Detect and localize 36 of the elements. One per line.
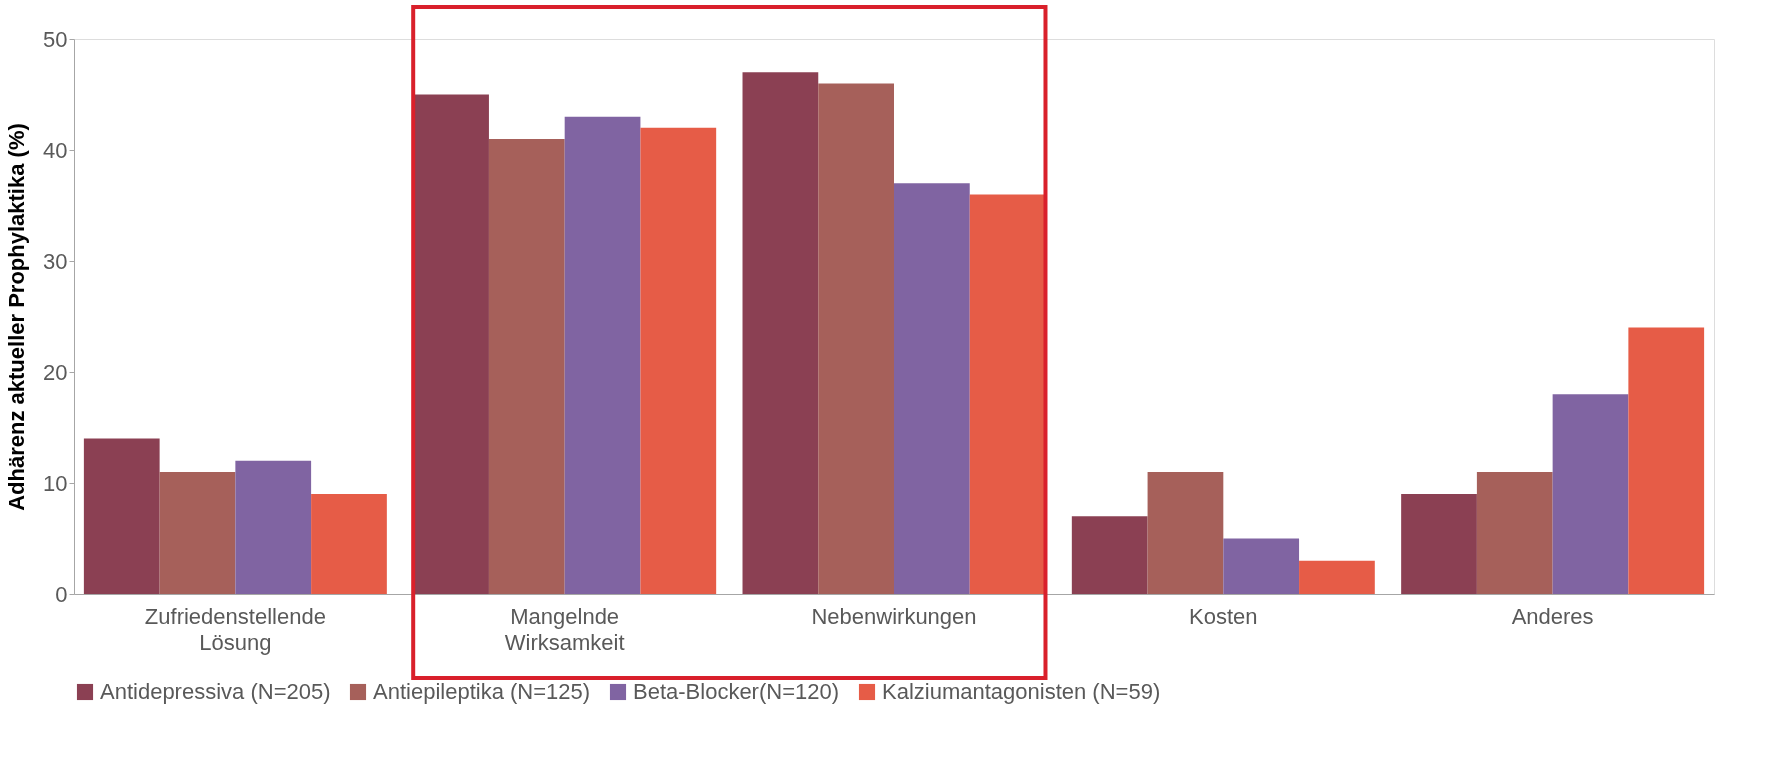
y-tick-label: 0 — [55, 581, 68, 607]
y-tick-label: 40 — [43, 137, 68, 163]
legend-label: Kalziumantagonisten (N=59) — [882, 679, 1161, 704]
y-tick-label: 10 — [43, 470, 68, 496]
bar — [1552, 394, 1629, 594]
bar — [1299, 560, 1375, 594]
bar — [818, 83, 894, 594]
x-tick-label: Anderes — [1511, 603, 1594, 629]
bar — [413, 94, 489, 594]
legend-label: Antiepileptika (N=125) — [373, 679, 591, 704]
bar — [1071, 516, 1148, 594]
y-tick-label: 50 — [43, 26, 68, 52]
legend-label: Beta-Blocker(N=120) — [633, 679, 840, 704]
bar — [894, 183, 970, 594]
x-tick-label: Mangelnde Wirksamkeit — [504, 603, 625, 655]
y-tick-label: 20 — [43, 359, 68, 385]
legend-label: Antidepressiva (N=205) — [100, 679, 331, 704]
bar — [311, 494, 387, 594]
bar — [159, 471, 236, 594]
x-tick-label: Nebenwirkungen — [811, 603, 977, 629]
bar — [640, 127, 717, 594]
bar — [564, 116, 641, 594]
bar — [1476, 471, 1553, 594]
x-tick-label: Zufriedenstellende Lösung — [144, 603, 326, 655]
bar — [742, 72, 819, 594]
y-tick-label: 30 — [43, 248, 68, 274]
bar — [1628, 327, 1705, 594]
bar — [1401, 494, 1477, 594]
bar — [1223, 538, 1300, 594]
y-axis-title: Adhärenz aktueller Prophylaktika (%) — [4, 123, 30, 511]
bar — [969, 194, 1046, 594]
bar — [1147, 471, 1224, 594]
bar — [488, 138, 565, 594]
x-tick-label: Kosten — [1189, 603, 1258, 629]
bar — [83, 438, 160, 594]
bar — [235, 460, 312, 594]
